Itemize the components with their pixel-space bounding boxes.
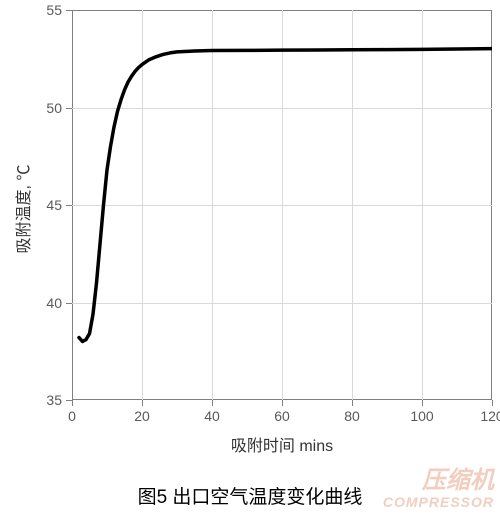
x-tick-mark bbox=[72, 400, 73, 406]
x-tick-label: 20 bbox=[122, 408, 162, 424]
x-tick-mark bbox=[352, 400, 353, 406]
x-tick-label: 60 bbox=[262, 408, 302, 424]
y-axis-title: 吸附温度, ℃ bbox=[10, 14, 34, 404]
x-tick-mark bbox=[492, 400, 493, 406]
x-tick-mark bbox=[142, 400, 143, 406]
x-tick-label: 80 bbox=[332, 408, 372, 424]
x-axis-title: 吸附时间 mins bbox=[72, 432, 492, 456]
x-tick-label: 40 bbox=[192, 408, 232, 424]
x-tick-label: 120 bbox=[472, 408, 500, 424]
x-tick-mark bbox=[212, 400, 213, 406]
x-tick-label: 100 bbox=[402, 408, 442, 424]
x-tick-label: 0 bbox=[52, 408, 92, 424]
series-line bbox=[72, 10, 492, 400]
figure-caption: 图5 出口空气温度变化曲线 bbox=[0, 482, 500, 509]
x-tick-mark bbox=[422, 400, 423, 406]
x-tick-mark bbox=[282, 400, 283, 406]
